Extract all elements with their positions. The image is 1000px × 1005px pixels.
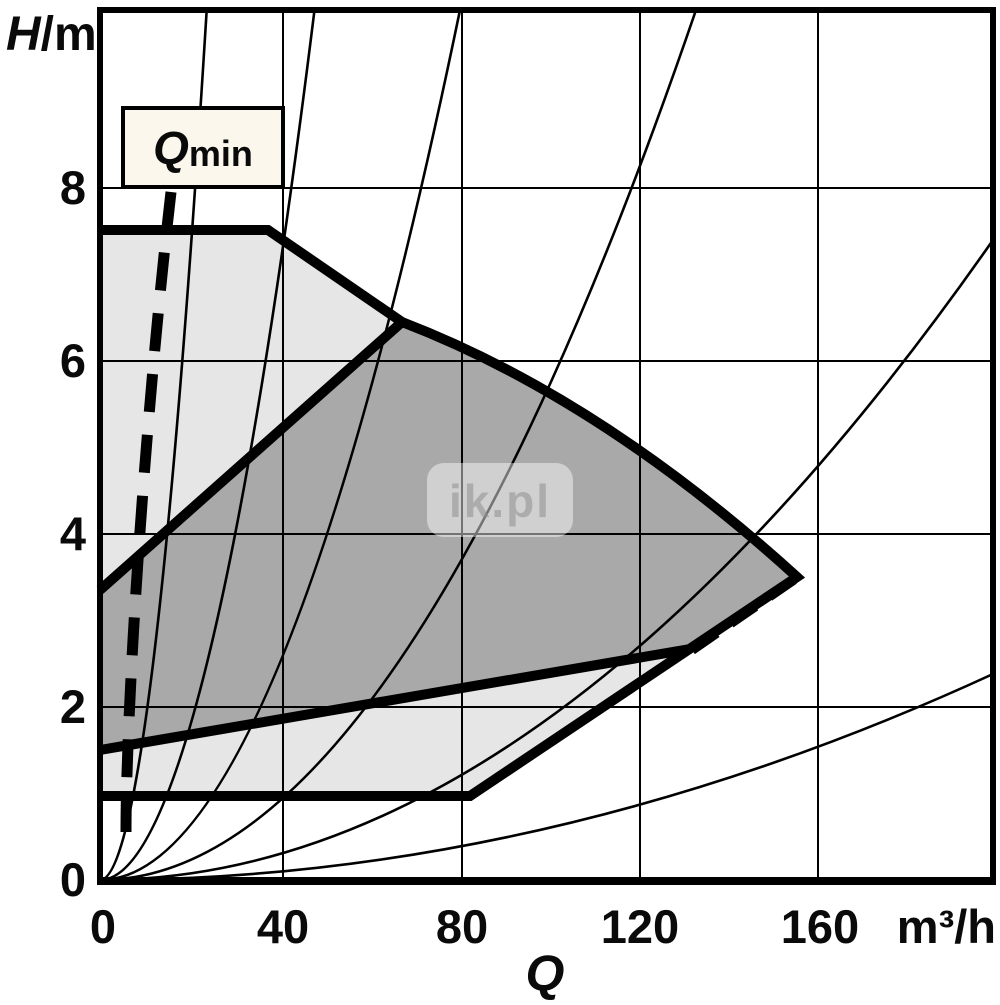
watermark-text: ik.pl xyxy=(449,475,551,527)
x-tick-labels: 0 40 80 120 160 xyxy=(90,900,859,953)
qmin-subscript: min xyxy=(189,133,253,174)
watermark-badge xyxy=(427,463,573,537)
system-curve-1 xyxy=(99,9,208,882)
y-tick-6: 6 xyxy=(60,334,86,387)
x-axis-unit-label: m³/h xyxy=(897,900,996,953)
system-curve-6 xyxy=(99,672,994,882)
watermark: ik.pl xyxy=(427,463,573,537)
x-tick-40: 40 xyxy=(257,900,309,953)
x-axis-quantity-label: Q xyxy=(526,945,565,1000)
qmin-box-rect xyxy=(121,106,285,189)
x-tick-80: 80 xyxy=(436,900,488,953)
inner-region-border-solid xyxy=(96,318,691,755)
y-tick-8: 8 xyxy=(60,161,86,214)
qmin-symbol: Q xyxy=(153,122,189,174)
inner-operating-region xyxy=(100,322,797,750)
system-curve-5 xyxy=(99,239,995,882)
y-tick-4: 4 xyxy=(60,507,86,560)
y-tick-labels: 8 6 4 2 0 xyxy=(60,161,86,906)
system-curves xyxy=(99,9,995,882)
y-tick-2: 2 xyxy=(60,680,86,733)
y-tick-0: 0 xyxy=(60,853,86,906)
system-curve-4 xyxy=(99,9,698,882)
qmin-dashed-line xyxy=(120,191,177,833)
system-curve-3 xyxy=(99,9,462,882)
qmin-label-box: Qmin xyxy=(121,106,285,189)
outer-region-border xyxy=(100,225,806,801)
qmin-label-text: Qmin xyxy=(153,122,253,174)
y-axis-title: H/m xyxy=(6,8,97,61)
x-tick-160: 160 xyxy=(781,900,859,953)
y-axis-symbol: H xyxy=(6,8,42,61)
x-tick-120: 120 xyxy=(601,900,679,953)
x-tick-0: 0 xyxy=(90,900,116,953)
inner-region-border-dashed xyxy=(689,571,802,655)
y-axis-unit: /m xyxy=(41,8,97,61)
